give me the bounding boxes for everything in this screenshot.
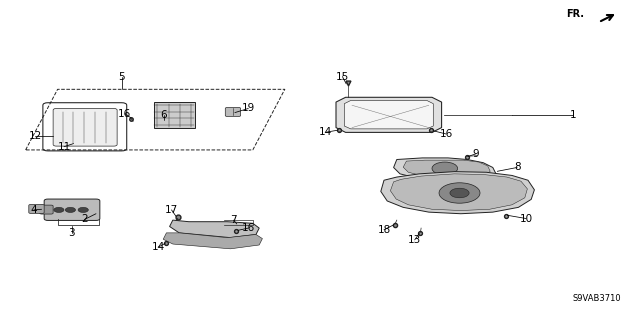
Circle shape — [78, 207, 88, 212]
Text: 17: 17 — [165, 205, 178, 215]
Circle shape — [450, 188, 469, 198]
Polygon shape — [403, 160, 490, 177]
FancyBboxPatch shape — [29, 204, 44, 213]
Text: 14: 14 — [152, 242, 164, 252]
Text: 6: 6 — [161, 110, 167, 120]
Text: 13: 13 — [408, 235, 421, 245]
Text: 10: 10 — [520, 213, 532, 224]
Text: 16: 16 — [118, 109, 131, 119]
Text: 2: 2 — [81, 214, 88, 225]
Text: 11: 11 — [58, 142, 70, 152]
Circle shape — [65, 207, 76, 212]
FancyBboxPatch shape — [225, 108, 241, 116]
FancyBboxPatch shape — [43, 103, 127, 151]
Text: 1: 1 — [570, 110, 576, 121]
Text: FR.: FR. — [566, 9, 584, 19]
Circle shape — [432, 162, 458, 175]
Bar — [154, 102, 195, 128]
Text: 15: 15 — [336, 71, 349, 82]
Text: 16: 16 — [440, 129, 452, 139]
Text: 3: 3 — [68, 228, 75, 238]
Text: 14: 14 — [319, 127, 332, 137]
Text: S9VAB3710: S9VAB3710 — [572, 294, 621, 303]
Circle shape — [54, 207, 64, 212]
FancyBboxPatch shape — [40, 205, 53, 214]
Text: 18: 18 — [378, 225, 390, 235]
FancyBboxPatch shape — [53, 108, 117, 146]
Polygon shape — [336, 97, 442, 132]
Polygon shape — [390, 174, 527, 211]
Text: 5: 5 — [118, 72, 125, 82]
Text: 16: 16 — [242, 223, 255, 233]
Circle shape — [439, 183, 480, 203]
Polygon shape — [170, 220, 259, 238]
Polygon shape — [163, 233, 262, 249]
Polygon shape — [381, 172, 534, 214]
Text: 19: 19 — [242, 103, 255, 114]
Text: 9: 9 — [473, 149, 479, 159]
FancyBboxPatch shape — [44, 199, 100, 220]
Polygon shape — [344, 100, 433, 129]
Polygon shape — [394, 158, 496, 180]
Text: 12: 12 — [29, 130, 42, 141]
Text: 4: 4 — [31, 205, 37, 215]
Text: 7: 7 — [230, 215, 237, 225]
Text: 8: 8 — [514, 162, 520, 173]
